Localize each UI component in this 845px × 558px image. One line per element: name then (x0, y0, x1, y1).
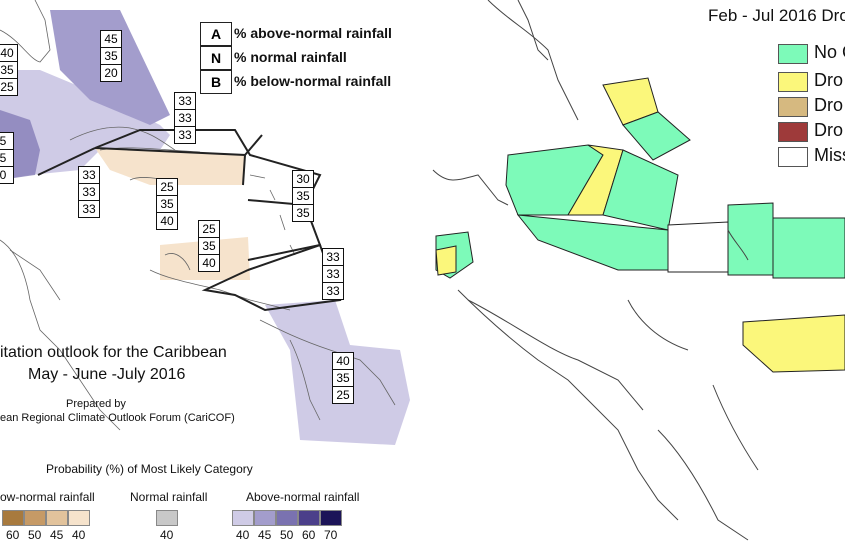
drought-outlook-map: Feb - Jul 2016 Dro No C Dro Dro Dro Miss (428, 0, 845, 558)
legend-normal-tick: 40 (160, 528, 174, 542)
key-letter-b: B (200, 70, 232, 94)
legend-above-tick: 45 (258, 528, 272, 542)
key-text-normal: % normal rainfall (234, 49, 347, 65)
legend-above-tick: 50 (280, 528, 294, 542)
forum-name: ean Regional Climate Outlook Forum (Cari… (0, 412, 235, 424)
legend-above-label: Above-normal rainfall (246, 490, 360, 504)
legend-below-swatch (24, 510, 46, 526)
legend-label-no-drought: No C (814, 42, 845, 62)
prob-box-lesser-antilles-north: 30 35 35 (292, 170, 314, 222)
legend-label-missing: Miss (814, 145, 845, 165)
legend-normal-swatch (156, 510, 178, 526)
legend-below-label: ow-normal rainfall (0, 490, 95, 504)
coastlines (432, 0, 759, 541)
legend-swatch-no-drought (778, 44, 808, 64)
prob-box-guianas: 40 35 25 (332, 352, 354, 404)
outlook-title-line1: itation outlook for the Caribbean (0, 344, 227, 361)
panel-divider (424, 0, 428, 558)
legend-swatch-drought-1 (778, 72, 808, 92)
legend-below-tick: 45 (50, 528, 64, 542)
legend-below-swatch (46, 510, 68, 526)
legend-above-swatch (276, 510, 298, 526)
drought-zone-south-america (742, 314, 845, 373)
prob-box-lesser-antilles-south: 33 33 33 (322, 248, 344, 300)
legend-title: Probability (%) of Most Likely Category (46, 462, 253, 476)
prob-box-central-north: 33 33 33 (174, 92, 196, 144)
below-normal-zone-jamaica (95, 148, 245, 185)
prob-box-cuba-south: 33 33 33 (78, 166, 100, 218)
legend-label-drought-1: Dro (814, 70, 844, 90)
legend-below-tick: 60 (6, 528, 20, 542)
legend-above-swatch (254, 510, 276, 526)
above-normal-zone-west (0, 70, 170, 180)
legend-above-tick: 40 (236, 528, 250, 542)
no-drought-zone-dr (727, 202, 774, 276)
legend-label-drought-2: Dro (814, 95, 844, 115)
prob-box-bahamas: 45 35 20 (100, 30, 122, 82)
drought-map-canvas (432, 0, 845, 541)
missing-zone-haiti (667, 221, 729, 273)
legend-above-tick: 60 (302, 528, 316, 542)
no-drought-zone-pr (772, 217, 845, 279)
legend-swatch-drought-3 (778, 122, 808, 142)
legend-below-tick: 40 (72, 528, 86, 542)
legend-normal-label: Normal rainfall (130, 490, 208, 504)
key-letter-a: A (200, 22, 232, 46)
legend-above-tick: 70 (324, 528, 338, 542)
prob-box-jamaica: 25 35 40 (156, 178, 178, 230)
legend-label-drought-3: Dro (814, 120, 844, 140)
drought-title: Feb - Jul 2016 Dro (708, 6, 845, 25)
legend-below-swatch (2, 510, 24, 526)
coastlines (0, 0, 396, 431)
legend-above-swatch (298, 510, 320, 526)
no-drought-zone-south (516, 214, 669, 271)
outlook-title-line2: May - June -July 2016 (28, 366, 186, 383)
key-letter-n: N (200, 46, 232, 70)
prob-box-caribbean-south: 25 35 40 (198, 220, 220, 272)
prob-box-west-edge-top: 40 35 25 (0, 44, 18, 96)
legend-above-swatch (320, 510, 342, 526)
key-text-above: % above-normal rainfall (234, 25, 392, 41)
legend-above-swatch (232, 510, 254, 526)
drought-zone-cuba-central (567, 144, 624, 216)
key-text-below: % below-normal rainfall (234, 73, 392, 89)
prepared-by: Prepared by (66, 398, 126, 410)
drought-zone-belize-south (435, 245, 457, 276)
precipitation-outlook-map: A % above-normal rainfall N % normal rai… (0, 0, 410, 542)
legend-swatch-missing (778, 147, 808, 167)
legend-below-tick: 50 (28, 528, 42, 542)
no-drought-zone-bahamas-south (622, 111, 691, 161)
legend-below-swatch (68, 510, 90, 526)
legend-swatch-drought-2 (778, 97, 808, 117)
